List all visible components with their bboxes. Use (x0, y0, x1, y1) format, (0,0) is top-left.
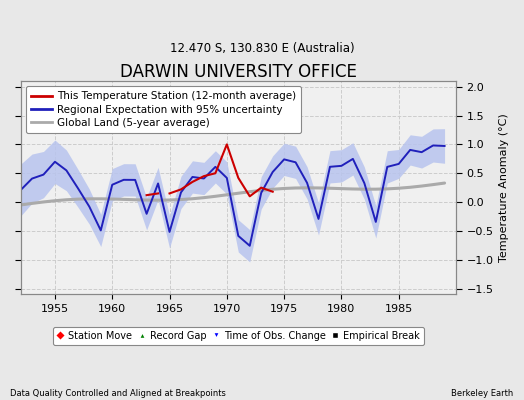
Text: 12.470 S, 130.830 E (Australia): 12.470 S, 130.830 E (Australia) (170, 42, 354, 55)
Legend: Station Move, Record Gap, Time of Obs. Change, Empirical Break: Station Move, Record Gap, Time of Obs. C… (53, 327, 424, 345)
Title: DARWIN UNIVERSITY OFFICE: DARWIN UNIVERSITY OFFICE (120, 63, 357, 81)
Text: Data Quality Controlled and Aligned at Breakpoints: Data Quality Controlled and Aligned at B… (10, 389, 226, 398)
Text: Berkeley Earth: Berkeley Earth (451, 389, 514, 398)
Y-axis label: Temperature Anomaly (°C): Temperature Anomaly (°C) (499, 113, 509, 262)
